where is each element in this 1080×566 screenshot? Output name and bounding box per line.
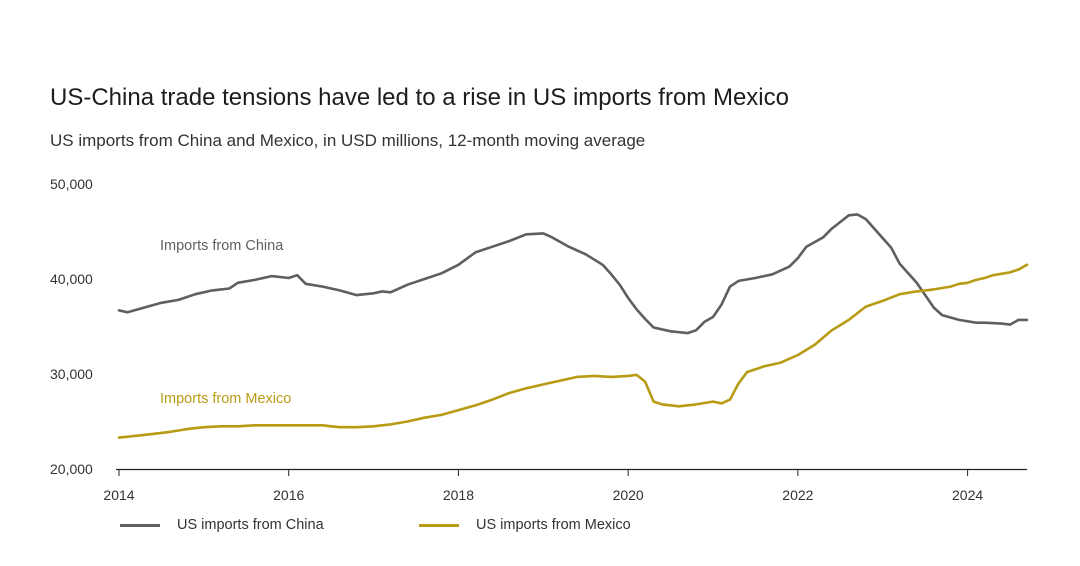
- x-tick-label: 2024: [952, 487, 983, 503]
- y-axis-ticks: 20,000 30,000 40,000 50,000: [50, 176, 93, 477]
- x-tick-label: 2014: [103, 487, 134, 503]
- y-tick-label: 40,000: [50, 271, 93, 287]
- legend-label-china: US imports from China: [177, 517, 324, 533]
- series-line-china: [117, 213, 1029, 335]
- legend-item-china: US imports from China: [120, 517, 324, 533]
- annotation-china: Imports from China: [160, 238, 284, 254]
- x-tick-label: 2018: [443, 487, 474, 503]
- legend-label-mexico: US imports from Mexico: [476, 517, 631, 533]
- legend-swatch-china: [120, 523, 160, 527]
- series-lines: [117, 213, 1029, 439]
- x-tick-label: 2020: [613, 487, 644, 503]
- series-line-mexico: [117, 263, 1029, 439]
- chart-subtitle: US imports from China and Mexico, in USD…: [50, 131, 646, 150]
- x-axis-ticks: 2014 2016 2018 2020 2022 2024: [103, 469, 983, 503]
- y-tick-label: 50,000: [50, 176, 93, 192]
- x-tick-label: 2016: [273, 487, 304, 503]
- legend-swatch-mexico: [419, 523, 459, 527]
- x-tick-label: 2022: [782, 487, 813, 503]
- chart-title: US-China trade tensions have led to a ri…: [50, 84, 789, 111]
- y-tick-label: 30,000: [50, 366, 93, 382]
- legend-item-mexico: US imports from Mexico: [419, 517, 631, 533]
- y-tick-label: 20,000: [50, 461, 93, 477]
- annotation-mexico: Imports from Mexico: [160, 391, 291, 407]
